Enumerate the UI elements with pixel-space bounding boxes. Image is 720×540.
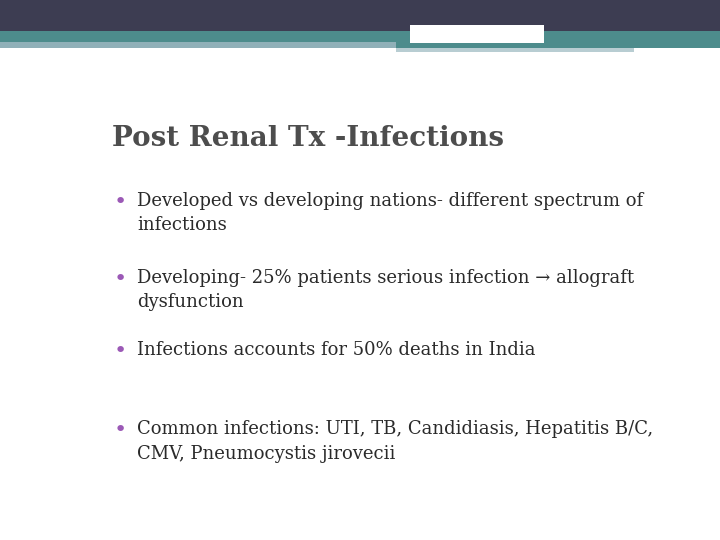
Text: Post Renal Tx -Infections: Post Renal Tx -Infections [112, 125, 504, 152]
Text: Developing- 25% patients serious infection → allograft
dysfunction: Developing- 25% patients serious infecti… [138, 268, 634, 311]
Text: •: • [114, 268, 127, 288]
Text: •: • [114, 420, 127, 440]
Text: Common infections: UTI, TB, Candidiasis, Hepatitis B/C,
CMV, Pneumocystis jirove: Common infections: UTI, TB, Candidiasis,… [138, 420, 654, 463]
Text: Infections accounts for 50% deaths in India: Infections accounts for 50% deaths in In… [138, 341, 536, 359]
Text: •: • [114, 341, 127, 361]
Text: Developed vs developing nations- different spectrum of
infections: Developed vs developing nations- differe… [138, 192, 644, 234]
Text: •: • [114, 192, 127, 212]
